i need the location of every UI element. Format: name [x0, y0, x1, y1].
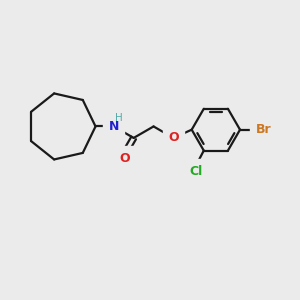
Text: Br: Br	[256, 123, 272, 136]
Text: H: H	[115, 112, 123, 123]
Text: N: N	[109, 120, 119, 133]
Text: O: O	[119, 152, 130, 165]
Text: Cl: Cl	[189, 165, 202, 178]
Text: O: O	[168, 131, 179, 144]
